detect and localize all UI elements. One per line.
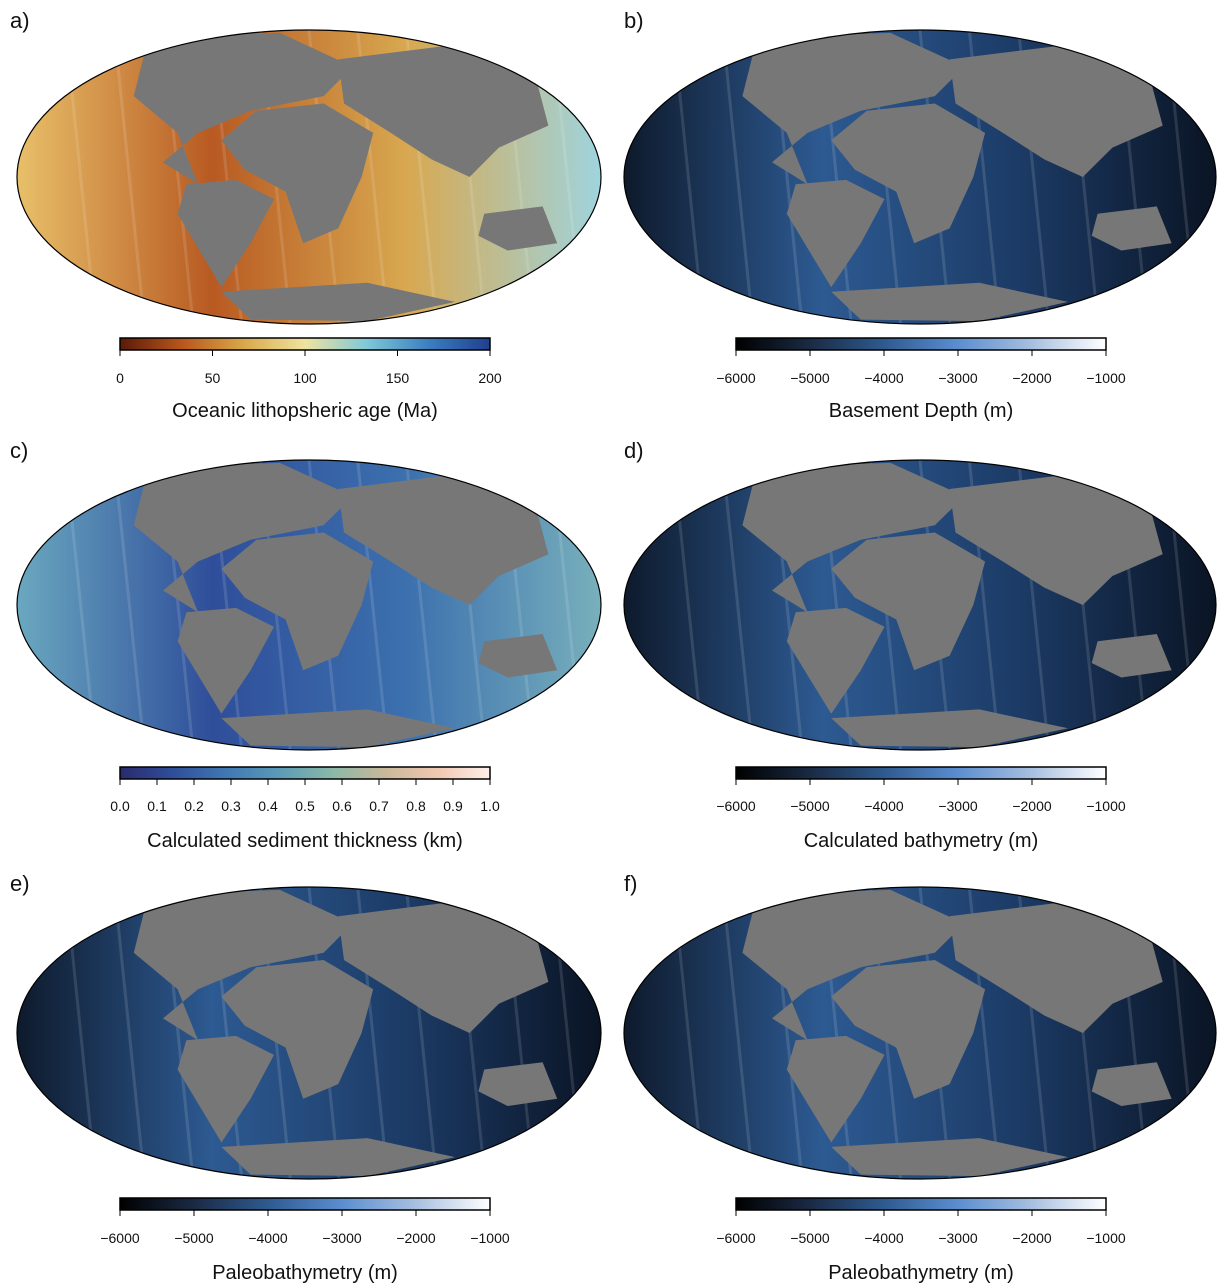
tick-label: −1000	[1086, 1230, 1126, 1246]
panel: b) −6000 −5000 −4000 −3000 −2000 −1000 Basement…	[624, 8, 1216, 422]
figure: a) 0 50 100 150 200 Oceanic lithopsheric age (…	[0, 0, 1219, 1283]
tick-label: 0	[116, 370, 124, 386]
map	[624, 30, 1216, 324]
tick-label: 0.9	[443, 798, 463, 814]
tick-label: 100	[293, 370, 317, 386]
tick-label: −4000	[864, 798, 904, 814]
tick-label: 0.6	[332, 798, 352, 814]
tick-label: −2000	[396, 1230, 436, 1246]
tick-label: −5000	[790, 1230, 830, 1246]
tick-label: −5000	[174, 1230, 214, 1246]
tick-label: 0.1	[147, 798, 167, 814]
tick-label: −3000	[322, 1230, 362, 1246]
colorbar	[120, 338, 490, 350]
colorbar	[120, 1198, 490, 1210]
map	[17, 30, 601, 324]
panel-label: c)	[10, 438, 28, 463]
colorbar	[736, 1198, 1106, 1210]
colorbar-title: Basement Depth (m)	[829, 400, 1014, 422]
tick-label: −2000	[1012, 798, 1052, 814]
tick-label: 1.0	[480, 798, 500, 814]
map	[17, 887, 601, 1179]
panel-label: b)	[624, 8, 644, 33]
panel-label: f)	[624, 871, 637, 896]
colorbar-title: Paleobathymetry (m)	[212, 1262, 398, 1283]
tick-label: 200	[478, 370, 502, 386]
map	[624, 460, 1216, 750]
panel: a) 0 50 100 150 200 Oceanic lithopsheric age (…	[10, 8, 601, 422]
panel: e) −6000 −5000 −4000 −3000 −2000 −1000 Paleobat…	[10, 871, 601, 1283]
tick-label: −6000	[100, 1230, 140, 1246]
panel: d) −6000 −5000 −4000 −3000 −2000 −1000 Calculat…	[624, 438, 1216, 852]
colorbar	[120, 767, 490, 779]
tick-label: −3000	[938, 1230, 978, 1246]
tick-label: 50	[205, 370, 221, 386]
map	[624, 887, 1216, 1179]
tick-label: −3000	[938, 798, 978, 814]
tick-label: −6000	[716, 1230, 756, 1246]
tick-label: 0.7	[369, 798, 389, 814]
tick-label: −2000	[1012, 370, 1052, 386]
tick-label: −5000	[790, 798, 830, 814]
tick-label: −6000	[716, 798, 756, 814]
tick-label: −1000	[470, 1230, 510, 1246]
panel-label: e)	[10, 871, 30, 896]
colorbar-title: Calculated sediment thickness (km)	[147, 830, 463, 852]
tick-label: −3000	[938, 370, 978, 386]
panel: c) 0.0 0.1 0.2 0.3 0.4 0.5 0.6 0.7 0.8 0.9 1.0 Calcu…	[10, 438, 601, 852]
tick-label: −5000	[790, 370, 830, 386]
tick-label: 0.3	[221, 798, 241, 814]
panel: f) −6000 −5000 −4000 −3000 −2000 −1000 Paleobat…	[624, 871, 1216, 1283]
tick-label: −4000	[864, 1230, 904, 1246]
colorbar-title: Paleobathymetry (m)	[828, 1262, 1014, 1283]
map	[17, 460, 601, 750]
tick-label: −4000	[248, 1230, 288, 1246]
colorbar-title: Oceanic lithopsheric age (Ma)	[172, 400, 438, 422]
tick-label: 0.0	[110, 798, 130, 814]
tick-label: 0.4	[258, 798, 278, 814]
colorbar	[736, 767, 1106, 779]
panel-label: d)	[624, 438, 644, 463]
tick-label: 0.5	[295, 798, 315, 814]
panel-label: a)	[10, 8, 30, 33]
tick-label: −1000	[1086, 370, 1126, 386]
tick-label: 0.2	[184, 798, 204, 814]
colorbar-title: Calculated bathymetry (m)	[804, 830, 1039, 852]
tick-label: −6000	[716, 370, 756, 386]
tick-label: −1000	[1086, 798, 1126, 814]
tick-label: 150	[386, 370, 410, 386]
colorbar	[736, 338, 1106, 350]
tick-label: −4000	[864, 370, 904, 386]
tick-label: −2000	[1012, 1230, 1052, 1246]
tick-label: 0.8	[406, 798, 426, 814]
